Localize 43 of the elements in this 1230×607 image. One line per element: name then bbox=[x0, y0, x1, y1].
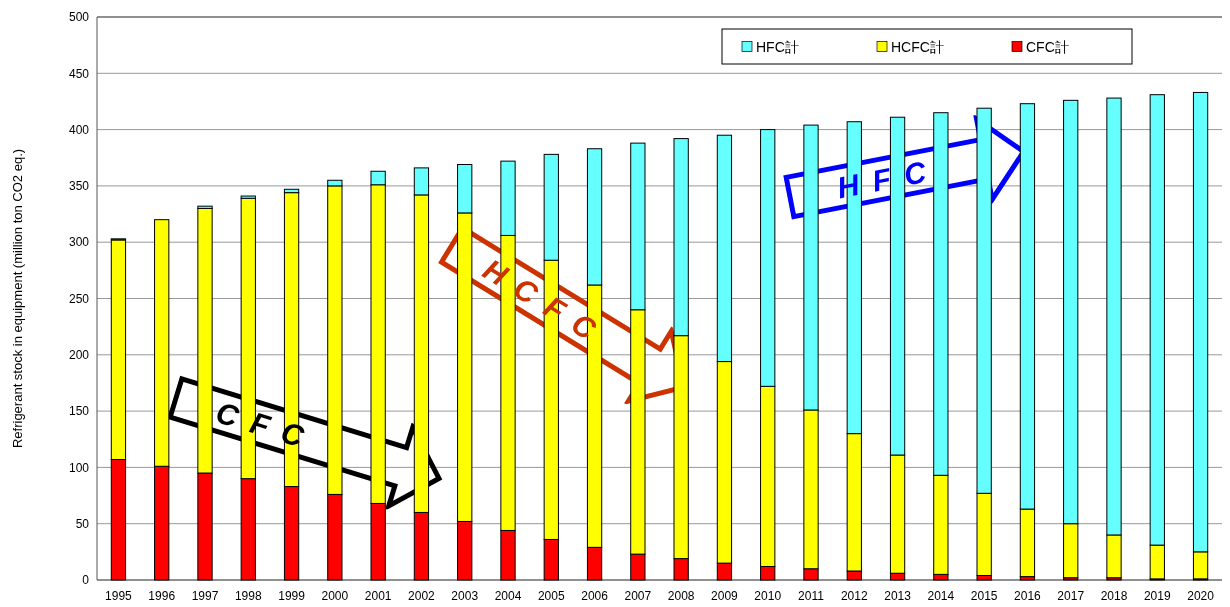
x-tick-label: 2017 bbox=[1057, 589, 1085, 603]
y-tick-label: 400 bbox=[68, 122, 90, 137]
x-tick-label: 2014 bbox=[927, 589, 955, 603]
x-tick-label: 2012 bbox=[840, 589, 868, 603]
x-tick-label: 2019 bbox=[1143, 589, 1171, 603]
x-tick-label: 2018 bbox=[1100, 589, 1128, 603]
x-tick-label: 2005 bbox=[537, 589, 565, 603]
x-tick-label: 2009 bbox=[711, 589, 739, 603]
x-tick-label: 2002 bbox=[408, 589, 436, 603]
x-tick-label: 2003 bbox=[451, 589, 479, 603]
x-tick-label: 1997 bbox=[191, 589, 219, 603]
x-tick-label: 2010 bbox=[754, 589, 782, 603]
x-tick-label: 2016 bbox=[1014, 589, 1042, 603]
x-tick-label: 1996 bbox=[148, 589, 176, 603]
x-tick-label: 2006 bbox=[581, 589, 609, 603]
y-tick-label: 300 bbox=[68, 235, 90, 250]
y-tick-label: 0 bbox=[82, 573, 90, 588]
x-tick-label: 1999 bbox=[278, 589, 306, 603]
y-tick-label: 350 bbox=[68, 179, 90, 194]
x-tick-label: 2011 bbox=[798, 589, 825, 603]
y-tick-label: 450 bbox=[68, 66, 90, 81]
legend-label: HCFC計 bbox=[891, 38, 944, 55]
x-tick-label: 2020 bbox=[1187, 589, 1215, 603]
annotation: CFC bbox=[212, 395, 322, 458]
y-tick-label: 250 bbox=[68, 291, 90, 306]
x-tick-label: 1998 bbox=[234, 589, 262, 603]
y-tick-label: 50 bbox=[75, 516, 90, 531]
x-tick-label: 2015 bbox=[970, 589, 998, 603]
x-tick-label: 1995 bbox=[105, 589, 133, 603]
x-tick-label: 2007 bbox=[624, 589, 652, 603]
annotation: HFC bbox=[834, 152, 943, 205]
y-tick-label: 200 bbox=[68, 348, 90, 362]
x-tick-label: 2001 bbox=[364, 589, 392, 603]
x-tick-label: 2008 bbox=[667, 589, 695, 603]
y-tick-label: 150 bbox=[68, 404, 90, 419]
x-tick-label: 2004 bbox=[494, 589, 522, 603]
legend-label: CFC計 bbox=[1026, 38, 1069, 55]
y-axis-title: Refrigerant stock in equipment (million ton CO2 eq.) bbox=[10, 148, 25, 449]
x-tick-label: 2000 bbox=[321, 589, 349, 603]
x-tick-label: 2013 bbox=[884, 589, 912, 603]
legend-label: HFC計 bbox=[756, 38, 799, 55]
y-tick-label: 500 bbox=[68, 10, 90, 25]
y-tick-label: 100 bbox=[68, 460, 90, 475]
